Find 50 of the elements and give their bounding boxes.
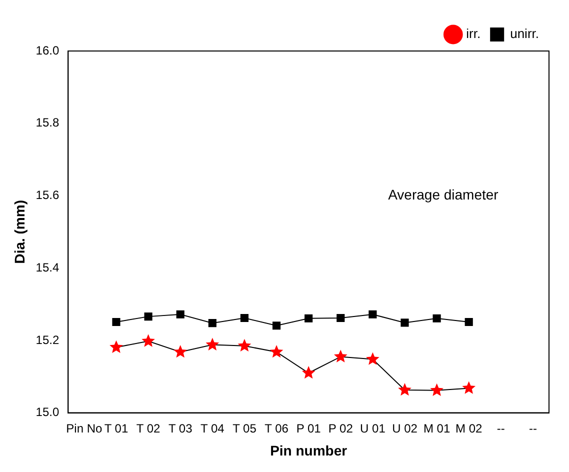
x-axis-title: Pin number xyxy=(270,442,348,458)
x-tick-label: -- xyxy=(528,421,537,436)
x-tick-label: P 02 xyxy=(328,421,354,436)
point xyxy=(462,381,476,394)
x-tick-label: T 03 xyxy=(168,421,193,436)
x-tick-label: M 01 xyxy=(423,421,450,436)
x-tick-label: U 01 xyxy=(360,421,386,436)
y-tick-label: 15.0 xyxy=(36,405,60,420)
y-tick-label: 15.6 xyxy=(36,188,60,202)
x-tick-label: U 02 xyxy=(392,421,418,436)
point xyxy=(336,314,345,322)
y-tick-label: 15.4 xyxy=(36,260,60,274)
point xyxy=(142,334,155,347)
point xyxy=(144,312,152,321)
point xyxy=(206,338,220,350)
y-tick-label: 16.0 xyxy=(36,43,60,58)
point xyxy=(110,340,123,353)
x-tick-label: T 05 xyxy=(232,421,257,436)
point xyxy=(400,318,409,327)
point xyxy=(430,383,444,396)
legend-label: unirr. xyxy=(510,26,540,42)
x-tick-label: T 01 xyxy=(104,421,128,436)
y-tick-label: 15.2 xyxy=(36,332,60,347)
x-tick-label: M 02 xyxy=(456,421,483,436)
point xyxy=(398,383,412,396)
point xyxy=(432,314,441,322)
x-tick-label: T 04 xyxy=(200,421,225,436)
point xyxy=(334,350,348,362)
x-tick-label: P 01 xyxy=(296,421,322,436)
point xyxy=(272,322,281,330)
y-tick-label: 15.8 xyxy=(36,116,60,130)
point xyxy=(366,352,380,365)
x-tick-label: T 06 xyxy=(264,421,289,436)
point xyxy=(176,310,184,318)
point xyxy=(112,318,120,326)
point xyxy=(302,366,316,379)
point xyxy=(304,314,313,322)
point xyxy=(368,310,377,318)
x-tick-label: Pin No xyxy=(66,421,103,436)
point xyxy=(238,338,252,352)
x-tick-label: T 02 xyxy=(136,421,161,436)
annotation: Average diameter xyxy=(388,186,499,203)
point xyxy=(464,318,473,326)
point xyxy=(240,314,248,322)
point xyxy=(208,319,216,328)
x-tick-label: -- xyxy=(496,421,505,436)
y-axis-title: Dia. (mm) xyxy=(11,200,28,264)
point xyxy=(174,345,188,358)
legend-label: irr. xyxy=(466,26,481,42)
point xyxy=(270,345,284,358)
